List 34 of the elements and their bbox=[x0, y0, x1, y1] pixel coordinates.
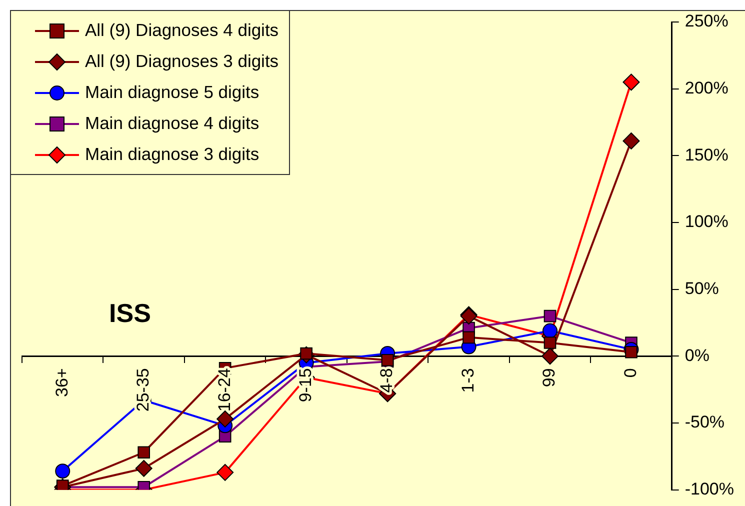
x-tick-label: 36+ bbox=[52, 368, 72, 397]
point bbox=[55, 464, 70, 479]
x-tick-label: 16-24 bbox=[214, 368, 234, 412]
point bbox=[622, 132, 640, 150]
legend-label: All (9) Diagnoses 3 digits bbox=[85, 50, 279, 73]
y-tick-label: 200% bbox=[684, 78, 728, 98]
point bbox=[216, 410, 234, 428]
y-tick-label: 100% bbox=[684, 212, 728, 232]
x-tick-label: 99 bbox=[540, 368, 559, 388]
y-tick-label: 50% bbox=[684, 279, 719, 298]
legend-label: Main diagnose 4 digits bbox=[85, 112, 260, 135]
x-tick-label: 0 bbox=[620, 368, 640, 378]
point bbox=[622, 74, 640, 91]
annotation: ISS bbox=[109, 298, 151, 328]
point bbox=[462, 331, 475, 344]
point bbox=[544, 336, 556, 349]
point bbox=[135, 460, 152, 477]
point bbox=[216, 464, 234, 481]
y-tick-label: 150% bbox=[684, 145, 728, 164]
x-tick-label: 1-3 bbox=[458, 368, 478, 393]
legend-label: All (9) Diagnoses 4 digits bbox=[85, 19, 279, 42]
point bbox=[544, 310, 556, 322]
y-tick-label: -100% bbox=[684, 479, 734, 498]
y-tick-label: 0% bbox=[684, 346, 710, 365]
point bbox=[542, 323, 558, 338]
point bbox=[542, 348, 559, 365]
x-tick-label: 4-8 bbox=[377, 368, 396, 393]
legend-label: Main diagnose 3 digits bbox=[85, 143, 260, 166]
legend-label: Main diagnose 5 digits bbox=[85, 81, 260, 104]
x-tick-label: 25-35 bbox=[134, 368, 153, 412]
point bbox=[625, 346, 638, 358]
y-tick-label: -50% bbox=[684, 412, 725, 432]
y-tick-label: 250% bbox=[684, 12, 728, 31]
point bbox=[138, 446, 150, 459]
